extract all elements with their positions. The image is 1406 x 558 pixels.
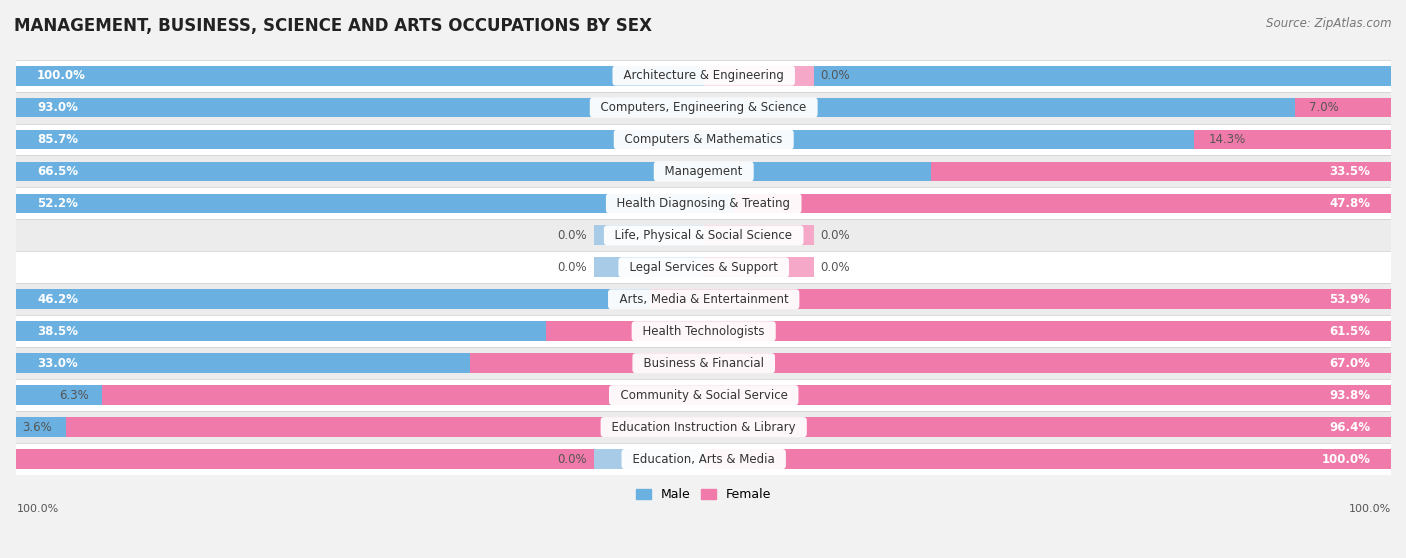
Text: 66.5%: 66.5% xyxy=(37,165,79,178)
Bar xyxy=(17,129,1195,150)
Legend: Male, Female: Male, Female xyxy=(631,483,776,506)
Bar xyxy=(17,156,1391,187)
Bar xyxy=(17,449,1391,469)
Bar xyxy=(17,123,1391,156)
Bar xyxy=(593,257,704,277)
Text: 53.9%: 53.9% xyxy=(1330,293,1371,306)
Text: 38.5%: 38.5% xyxy=(37,325,79,338)
Text: 100.0%: 100.0% xyxy=(37,69,86,82)
Bar xyxy=(17,60,1391,92)
Text: Business & Financial: Business & Financial xyxy=(636,357,772,370)
Bar xyxy=(17,379,1391,411)
Bar xyxy=(704,257,814,277)
Text: 85.7%: 85.7% xyxy=(37,133,79,146)
Bar xyxy=(1295,98,1391,118)
Bar xyxy=(101,385,1391,405)
Text: 100.0%: 100.0% xyxy=(1348,504,1391,514)
Text: Architecture & Engineering: Architecture & Engineering xyxy=(616,69,792,82)
Text: Health Diagnosing & Treating: Health Diagnosing & Treating xyxy=(609,197,799,210)
Bar xyxy=(17,411,1391,443)
Bar xyxy=(704,225,814,246)
Bar xyxy=(17,162,931,181)
Text: 93.8%: 93.8% xyxy=(1330,388,1371,402)
Text: 33.0%: 33.0% xyxy=(37,357,77,370)
Text: 0.0%: 0.0% xyxy=(821,229,851,242)
Bar xyxy=(546,321,1391,341)
Text: Arts, Media & Entertainment: Arts, Media & Entertainment xyxy=(612,293,796,306)
Bar xyxy=(17,353,470,373)
Text: Management: Management xyxy=(657,165,751,178)
Text: 14.3%: 14.3% xyxy=(1208,133,1246,146)
Text: Source: ZipAtlas.com: Source: ZipAtlas.com xyxy=(1267,17,1392,30)
Bar xyxy=(17,443,1391,475)
Bar xyxy=(17,290,651,309)
Text: 33.5%: 33.5% xyxy=(1330,165,1371,178)
Text: 0.0%: 0.0% xyxy=(557,229,586,242)
Text: 6.3%: 6.3% xyxy=(59,388,89,402)
Text: Computers & Mathematics: Computers & Mathematics xyxy=(617,133,790,146)
Text: Education Instruction & Library: Education Instruction & Library xyxy=(605,421,803,434)
Text: 7.0%: 7.0% xyxy=(1309,101,1339,114)
Text: 0.0%: 0.0% xyxy=(557,261,586,274)
Bar xyxy=(931,162,1391,181)
Bar xyxy=(17,283,1391,315)
Bar xyxy=(593,449,704,469)
Text: 47.8%: 47.8% xyxy=(1330,197,1371,210)
Bar xyxy=(17,66,1391,85)
Text: Education, Arts & Media: Education, Arts & Media xyxy=(626,453,782,465)
Bar xyxy=(17,92,1391,123)
Bar xyxy=(17,98,1295,118)
Bar xyxy=(17,315,1391,347)
Text: Life, Physical & Social Science: Life, Physical & Social Science xyxy=(607,229,800,242)
Bar xyxy=(704,66,814,85)
Text: 0.0%: 0.0% xyxy=(821,261,851,274)
Bar xyxy=(650,290,1391,309)
Bar xyxy=(17,347,1391,379)
Text: 0.0%: 0.0% xyxy=(557,453,586,465)
Bar xyxy=(470,353,1391,373)
Text: 3.6%: 3.6% xyxy=(22,421,52,434)
Text: 96.4%: 96.4% xyxy=(1329,421,1371,434)
Bar xyxy=(17,187,1391,219)
Bar xyxy=(1195,129,1391,150)
Bar xyxy=(17,194,734,213)
Text: 52.2%: 52.2% xyxy=(37,197,77,210)
Text: 0.0%: 0.0% xyxy=(821,69,851,82)
Text: 93.0%: 93.0% xyxy=(37,101,77,114)
Text: Computers, Engineering & Science: Computers, Engineering & Science xyxy=(593,101,814,114)
Text: 61.5%: 61.5% xyxy=(1330,325,1371,338)
Text: 100.0%: 100.0% xyxy=(17,504,59,514)
Bar xyxy=(17,251,1391,283)
Text: 100.0%: 100.0% xyxy=(1322,453,1371,465)
Text: Community & Social Service: Community & Social Service xyxy=(613,388,794,402)
Text: MANAGEMENT, BUSINESS, SCIENCE AND ARTS OCCUPATIONS BY SEX: MANAGEMENT, BUSINESS, SCIENCE AND ARTS O… xyxy=(14,17,652,35)
Text: Legal Services & Support: Legal Services & Support xyxy=(621,261,786,274)
Text: 46.2%: 46.2% xyxy=(37,293,79,306)
Text: 67.0%: 67.0% xyxy=(1330,357,1371,370)
Bar xyxy=(17,417,66,437)
Bar xyxy=(17,219,1391,251)
Bar xyxy=(734,194,1391,213)
Bar xyxy=(66,417,1391,437)
Bar xyxy=(593,225,704,246)
Bar xyxy=(17,321,546,341)
Bar xyxy=(17,385,103,405)
Text: Health Technologists: Health Technologists xyxy=(636,325,772,338)
